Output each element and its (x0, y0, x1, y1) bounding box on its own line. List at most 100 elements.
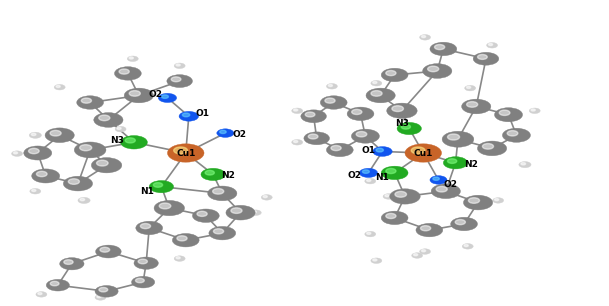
Circle shape (477, 141, 507, 156)
Circle shape (12, 151, 23, 156)
Circle shape (397, 122, 421, 135)
Circle shape (308, 134, 318, 139)
Circle shape (529, 108, 540, 114)
Circle shape (421, 250, 426, 252)
Circle shape (32, 189, 36, 192)
Circle shape (320, 96, 347, 109)
Circle shape (367, 179, 371, 181)
Circle shape (91, 158, 122, 173)
Circle shape (176, 64, 180, 66)
Circle shape (373, 81, 377, 84)
Circle shape (488, 43, 493, 46)
Circle shape (250, 210, 261, 215)
Circle shape (208, 186, 237, 201)
Circle shape (294, 109, 298, 111)
Circle shape (99, 115, 110, 121)
Circle shape (434, 44, 445, 50)
Circle shape (420, 226, 431, 231)
Circle shape (209, 226, 236, 240)
Circle shape (294, 140, 298, 143)
Circle shape (477, 54, 487, 59)
Circle shape (493, 198, 504, 203)
Circle shape (197, 211, 207, 216)
Circle shape (373, 147, 392, 156)
Circle shape (54, 84, 65, 90)
Circle shape (174, 256, 185, 261)
Text: O2: O2 (233, 129, 246, 139)
Circle shape (502, 128, 530, 142)
Circle shape (261, 195, 272, 200)
Circle shape (325, 98, 335, 103)
Circle shape (24, 146, 52, 160)
Circle shape (100, 247, 110, 252)
Circle shape (464, 244, 468, 247)
Circle shape (154, 200, 185, 216)
Circle shape (442, 131, 474, 147)
Text: N1: N1 (376, 173, 389, 182)
Text: O2: O2 (348, 170, 361, 180)
Circle shape (292, 108, 303, 114)
Circle shape (149, 181, 174, 193)
Circle shape (38, 293, 42, 295)
Circle shape (328, 84, 333, 87)
Text: Cu1: Cu1 (414, 148, 433, 158)
Circle shape (482, 144, 493, 149)
Circle shape (433, 177, 439, 180)
Circle shape (304, 132, 329, 145)
Text: Cu1: Cu1 (176, 148, 195, 158)
Circle shape (376, 148, 384, 152)
Circle shape (487, 43, 498, 48)
Circle shape (171, 77, 181, 82)
Text: N3: N3 (111, 136, 124, 145)
Circle shape (301, 110, 326, 123)
Circle shape (95, 285, 118, 297)
Circle shape (121, 136, 147, 149)
Text: O1: O1 (362, 146, 375, 155)
Circle shape (421, 35, 426, 38)
Circle shape (30, 188, 41, 194)
Circle shape (161, 95, 169, 98)
Circle shape (395, 192, 407, 197)
Circle shape (94, 113, 123, 127)
Circle shape (428, 66, 438, 72)
Circle shape (387, 103, 417, 118)
Circle shape (423, 64, 452, 78)
Circle shape (74, 142, 106, 158)
Circle shape (29, 132, 41, 138)
Circle shape (46, 279, 69, 291)
Circle shape (414, 254, 418, 256)
Circle shape (468, 198, 479, 203)
Circle shape (473, 52, 499, 65)
Circle shape (495, 108, 523, 122)
Circle shape (466, 102, 477, 107)
Circle shape (37, 171, 47, 177)
Circle shape (385, 70, 396, 76)
Circle shape (326, 143, 353, 157)
Circle shape (179, 111, 199, 121)
Circle shape (138, 259, 147, 264)
Circle shape (383, 194, 394, 199)
Circle shape (50, 130, 61, 136)
Circle shape (97, 296, 101, 298)
Circle shape (167, 75, 192, 88)
Circle shape (153, 183, 163, 187)
Circle shape (135, 278, 144, 283)
Circle shape (177, 236, 187, 241)
Circle shape (385, 213, 396, 218)
Circle shape (390, 189, 420, 204)
Circle shape (366, 88, 395, 103)
Circle shape (362, 170, 369, 173)
Circle shape (443, 157, 468, 169)
Text: N2: N2 (222, 171, 235, 181)
Circle shape (231, 208, 242, 213)
Circle shape (134, 257, 158, 269)
Circle shape (167, 144, 204, 162)
Circle shape (182, 113, 190, 117)
Circle shape (160, 203, 171, 209)
Circle shape (50, 281, 59, 286)
Circle shape (331, 145, 341, 151)
Circle shape (405, 144, 442, 162)
Circle shape (371, 80, 382, 86)
Circle shape (124, 88, 153, 103)
Text: O2: O2 (149, 90, 162, 99)
